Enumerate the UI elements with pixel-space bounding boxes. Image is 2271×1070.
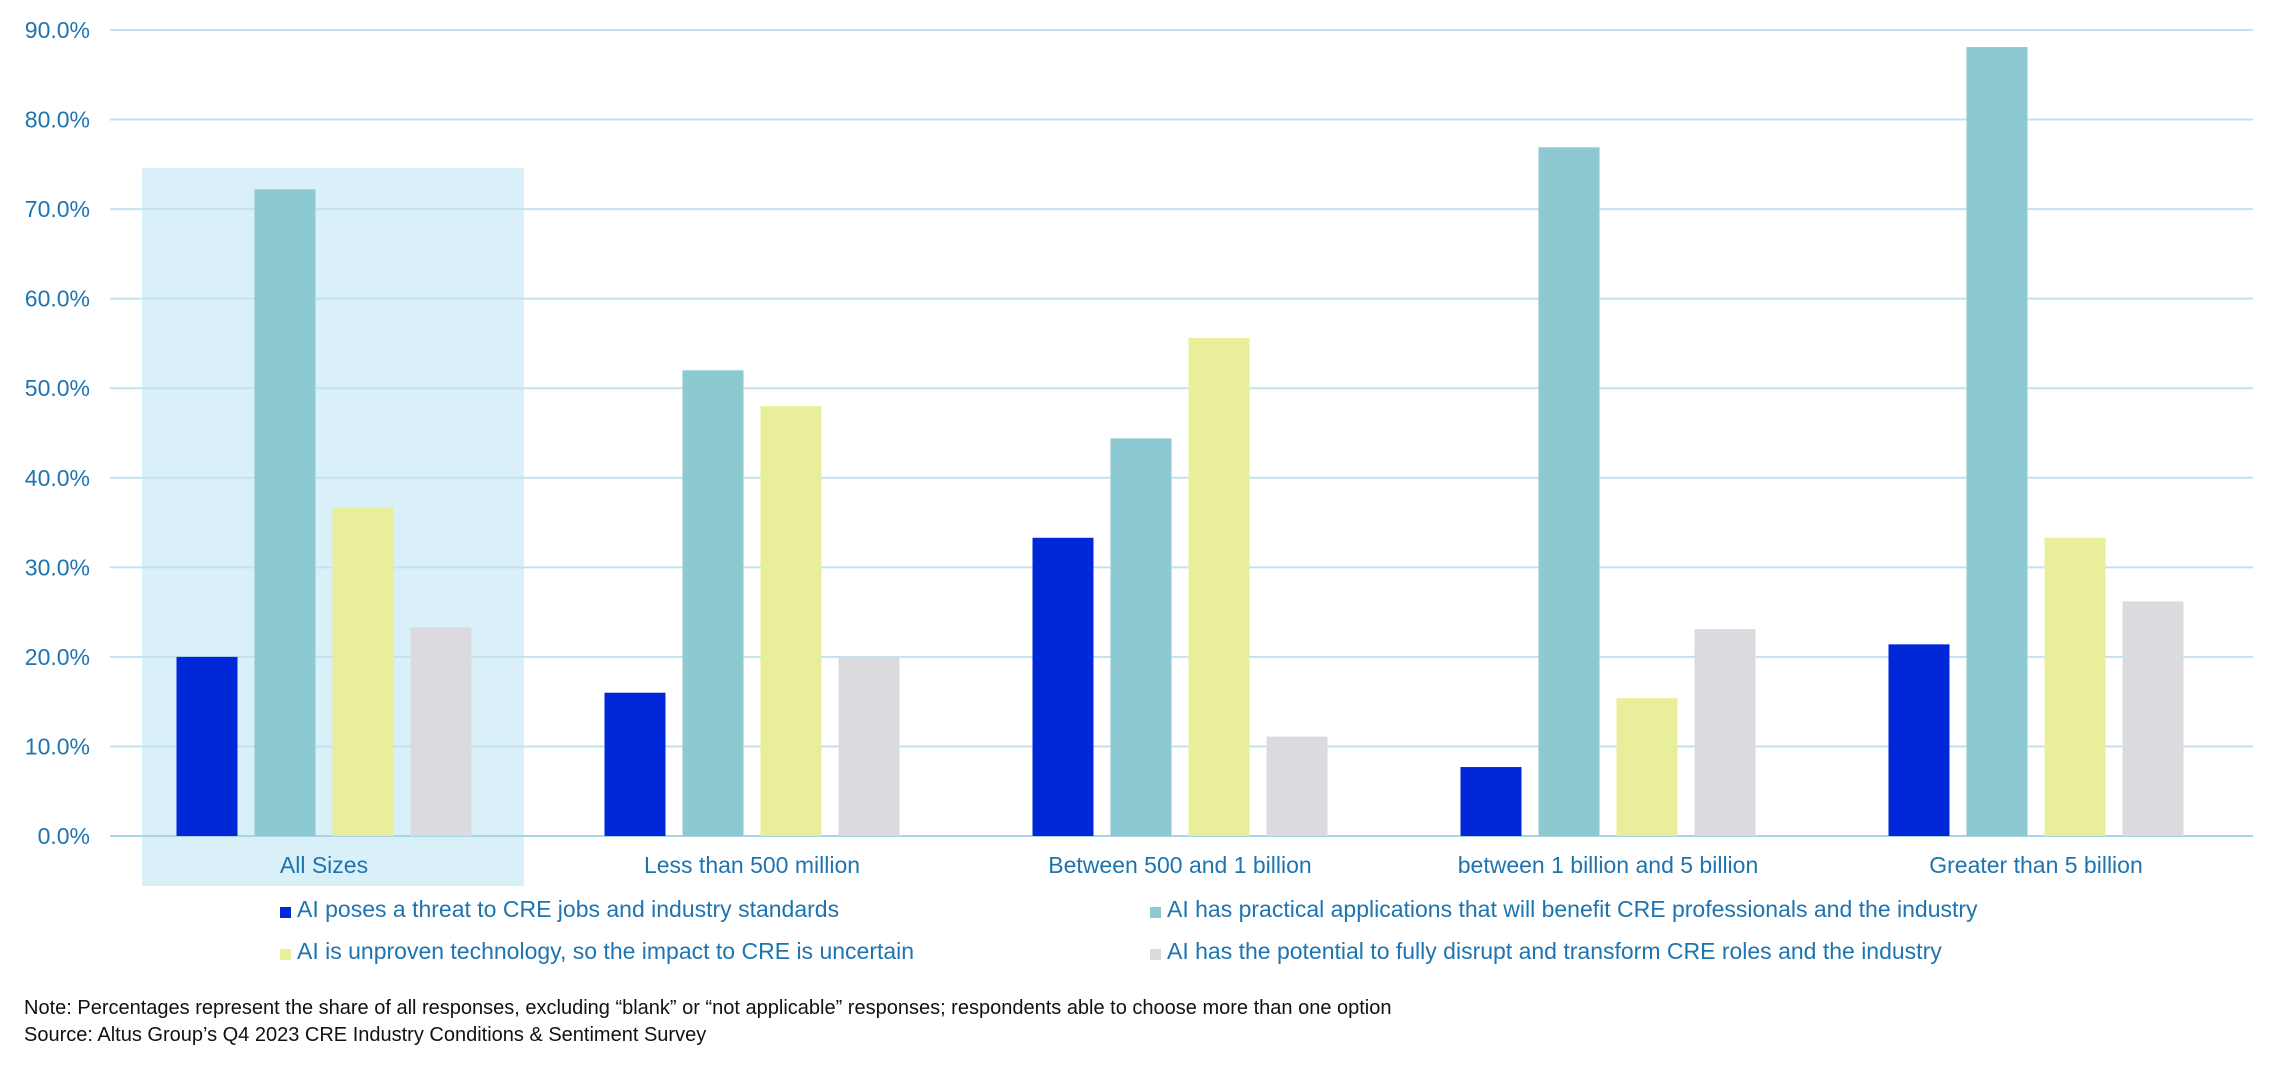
- legend-label: AI has the potential to fully disrupt an…: [1167, 938, 1942, 964]
- bar: [1188, 338, 1250, 836]
- bar: [1888, 644, 1950, 836]
- bar: [682, 370, 744, 836]
- bar: [604, 692, 666, 836]
- bar: [1538, 147, 1600, 837]
- bar: [838, 656, 900, 836]
- y-tick-label: 40.0%: [25, 465, 90, 491]
- legend-swatch: [1150, 907, 1161, 918]
- bar: [1966, 47, 2028, 836]
- y-tick-label: 50.0%: [25, 375, 90, 401]
- y-tick-label: 10.0%: [25, 733, 90, 759]
- legend-swatch: [280, 949, 291, 960]
- bar: [176, 656, 238, 836]
- bar: [1110, 438, 1172, 836]
- legend-label: AI has practical applications that will …: [1167, 896, 1978, 922]
- legend-label: AI is unproven technology, so the impact…: [297, 938, 914, 964]
- category-label: Less than 500 million: [644, 852, 860, 878]
- category-label: between 1 billion and 5 billion: [1458, 852, 1759, 878]
- category-label: All Sizes: [280, 852, 368, 878]
- bar: [2044, 537, 2106, 836]
- bar: [1460, 767, 1522, 836]
- category-label: Greater than 5 billion: [1929, 852, 2143, 878]
- bar: [1032, 537, 1094, 836]
- legend-label: AI poses a threat to CRE jobs and indust…: [297, 896, 839, 922]
- y-tick-label: 90.0%: [25, 17, 90, 43]
- bar: [1616, 698, 1678, 836]
- y-tick-label: 0.0%: [38, 823, 90, 849]
- y-tick-label: 30.0%: [25, 554, 90, 580]
- y-tick-label: 20.0%: [25, 644, 90, 670]
- bar: [332, 507, 394, 836]
- category-label: Between 500 and 1 billion: [1048, 852, 1311, 878]
- note-text: Note: Percentages represent the share of…: [24, 997, 1392, 1019]
- bar: [410, 627, 472, 836]
- bar: [1266, 736, 1328, 836]
- legend-swatch: [1150, 949, 1161, 960]
- y-tick-label: 80.0%: [25, 107, 90, 133]
- legend-swatch: [280, 907, 291, 918]
- source-text: Source: Altus Group’s Q4 2023 CRE Indust…: [24, 1024, 706, 1046]
- y-tick-label: 60.0%: [25, 286, 90, 312]
- bar: [760, 406, 822, 836]
- bar: [254, 189, 316, 837]
- y-tick-label: 70.0%: [25, 196, 90, 222]
- bar: [2122, 601, 2184, 836]
- bar: [1694, 629, 1756, 836]
